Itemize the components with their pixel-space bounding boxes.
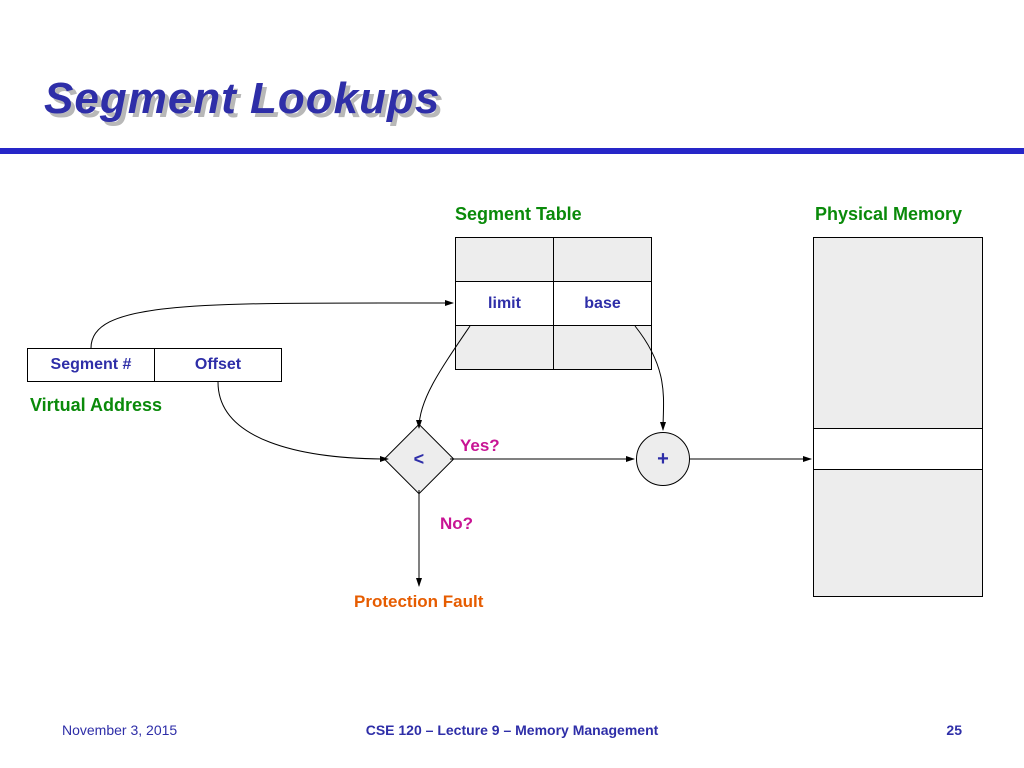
segtable-r0c0 bbox=[455, 237, 554, 282]
segtable-r2c0 bbox=[455, 325, 554, 370]
virtual-address-label: Virtual Address bbox=[30, 395, 162, 416]
no-label: No? bbox=[440, 514, 473, 534]
segment-table-label: Segment Table bbox=[455, 204, 582, 225]
segtable-r2c1 bbox=[553, 325, 652, 370]
segtable-r0c1 bbox=[553, 237, 652, 282]
physmem-bottom bbox=[813, 469, 983, 597]
segtable-r1c1-base: base bbox=[553, 281, 652, 326]
physmem-block bbox=[813, 237, 983, 597]
footer-page: 25 bbox=[946, 722, 962, 738]
va-segment-box: Segment # bbox=[27, 348, 155, 382]
compare-symbol: < bbox=[414, 448, 425, 469]
add-circle: + bbox=[636, 432, 690, 486]
title-rule bbox=[0, 148, 1024, 154]
slide-title: Segment Lookups bbox=[44, 74, 440, 124]
compare-diamond: < bbox=[384, 424, 455, 495]
va-offset-box: Offset bbox=[154, 348, 282, 382]
footer-center: CSE 120 – Lecture 9 – Memory Management bbox=[0, 722, 1024, 738]
yes-label: Yes? bbox=[460, 436, 500, 456]
segtable-r1c0-limit: limit bbox=[455, 281, 554, 326]
add-symbol: + bbox=[657, 448, 669, 471]
physmem-top bbox=[813, 237, 983, 429]
physmem-slot bbox=[813, 428, 983, 470]
protection-fault-label: Protection Fault bbox=[354, 592, 483, 612]
physical-memory-label: Physical Memory bbox=[815, 204, 962, 225]
